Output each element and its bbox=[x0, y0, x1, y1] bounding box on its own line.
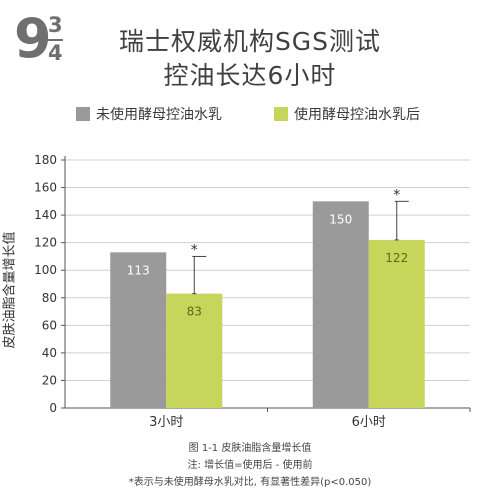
badge-fraction-line bbox=[47, 39, 63, 41]
logo-badge: 9 3 4 bbox=[14, 12, 70, 74]
x-tick-label: 3小时 bbox=[149, 415, 183, 430]
bar-before bbox=[312, 201, 369, 408]
significance-marker: * bbox=[191, 242, 198, 258]
y-tick-label: 160 bbox=[34, 181, 57, 195]
bar-after bbox=[166, 293, 223, 408]
chart-legend: 未使用酵母控油水乳 使用酵母控油水乳后 bbox=[76, 104, 476, 126]
page-subtitle: 控油长达6小时 bbox=[163, 61, 337, 90]
legend-swatch-before bbox=[76, 107, 90, 121]
legend-item-before: 未使用酵母控油水乳 bbox=[76, 104, 222, 124]
legend-label-before: 未使用酵母控油水乳 bbox=[96, 107, 222, 123]
significance-marker: * bbox=[393, 187, 400, 203]
y-tick-label: 40 bbox=[42, 346, 57, 360]
legend-item-after: 使用酵母控油水乳后 bbox=[274, 104, 420, 124]
badge-number: 9 bbox=[14, 7, 52, 70]
y-tick-label: 120 bbox=[34, 236, 57, 250]
bar-value-label: 150 bbox=[329, 212, 352, 226]
y-tick-label: 0 bbox=[49, 401, 57, 415]
badge-fraction-top: 3 bbox=[48, 13, 63, 37]
figure-caption: 图 1-1 皮肤油脂含量增长值 bbox=[188, 443, 312, 454]
bar-value-label: 113 bbox=[127, 263, 150, 277]
y-tick-label: 180 bbox=[34, 153, 57, 167]
significance-note: *表示与未使用酵母水乳对比, 有显著性差异(p<0.050) bbox=[128, 477, 372, 488]
badge-fraction-bottom: 4 bbox=[48, 41, 63, 65]
y-tick-label: 20 bbox=[42, 373, 57, 387]
bar-value-label: 122 bbox=[385, 251, 408, 265]
y-tick-label: 100 bbox=[34, 263, 57, 277]
legend-swatch-after bbox=[274, 107, 288, 121]
x-tick-label: 6小时 bbox=[352, 415, 386, 430]
bar-before bbox=[110, 252, 167, 408]
page-title: 瑞士权威机构SGS测试 bbox=[118, 27, 382, 56]
bar-value-label: 83 bbox=[187, 305, 202, 319]
legend-label-after: 使用酵母控油水乳后 bbox=[294, 107, 420, 123]
bar-after bbox=[368, 239, 425, 408]
y-tick-label: 80 bbox=[42, 291, 57, 305]
figure-note: 注: 增长值=使用后 - 使用前 bbox=[187, 460, 313, 471]
y-tick-label: 60 bbox=[42, 318, 57, 332]
y-tick-label: 140 bbox=[34, 208, 57, 222]
